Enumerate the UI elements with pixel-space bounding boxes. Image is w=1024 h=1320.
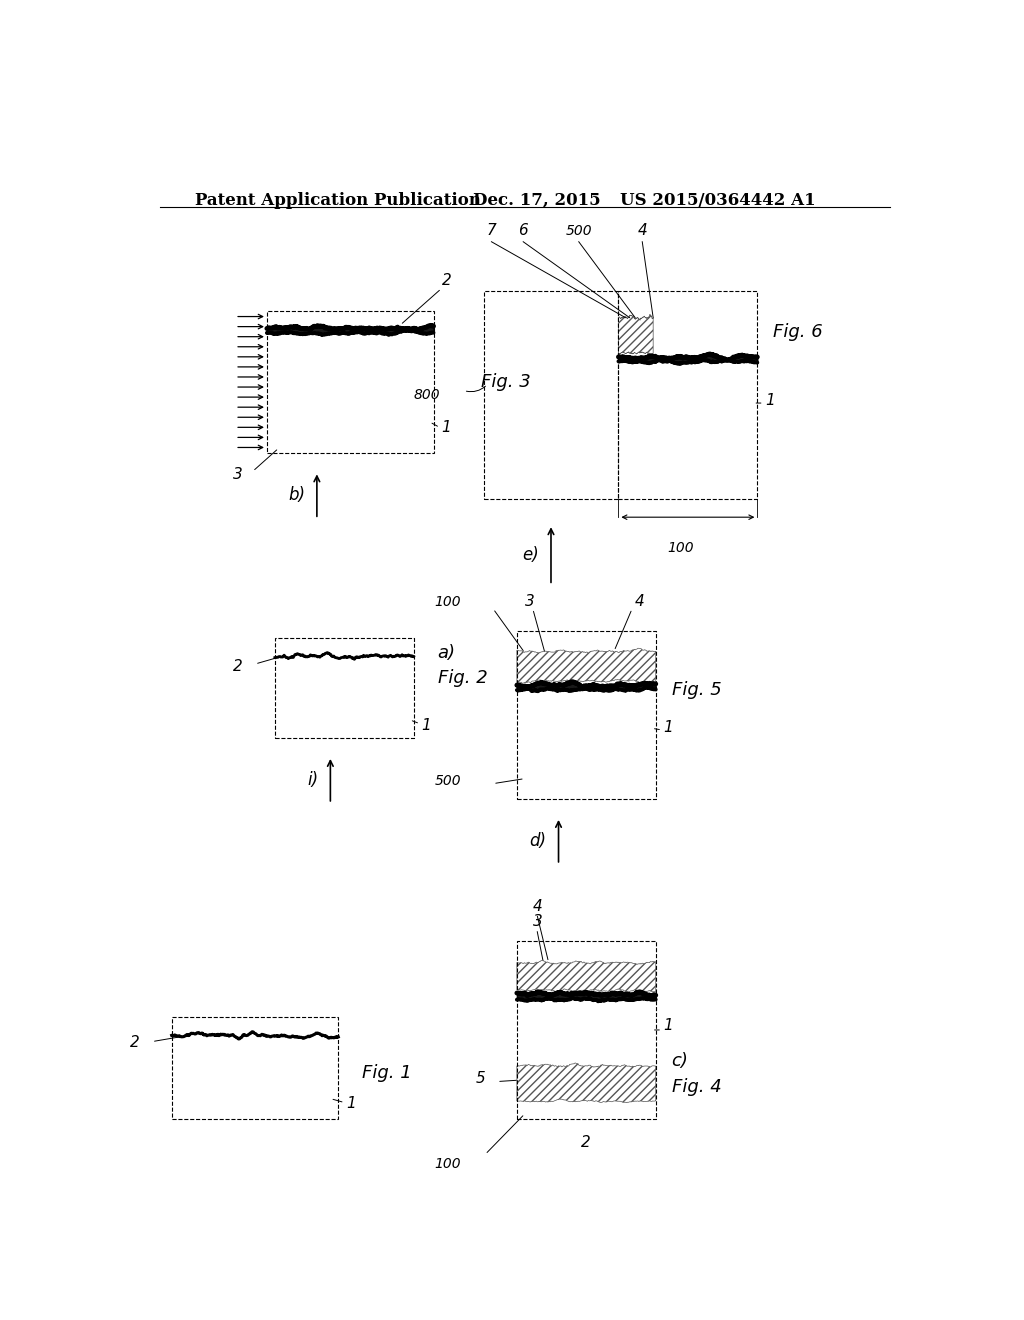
Polygon shape xyxy=(517,961,655,991)
Text: 500: 500 xyxy=(434,775,461,788)
Text: 7: 7 xyxy=(486,223,497,238)
Bar xyxy=(274,638,414,738)
Text: Fig. 4: Fig. 4 xyxy=(672,1078,721,1096)
Polygon shape xyxy=(618,314,653,354)
Bar xyxy=(483,290,618,499)
Bar xyxy=(172,1018,338,1119)
Text: c): c) xyxy=(672,1052,688,1069)
Text: Fig. 1: Fig. 1 xyxy=(362,1064,412,1082)
Text: US 2015/0364442 A1: US 2015/0364442 A1 xyxy=(620,191,816,209)
Text: Fig. 6: Fig. 6 xyxy=(773,323,823,341)
Text: Fig. 2: Fig. 2 xyxy=(437,669,487,686)
Text: 3: 3 xyxy=(532,913,543,929)
Text: 2: 2 xyxy=(441,273,452,289)
Text: 4: 4 xyxy=(532,899,543,913)
Text: 4: 4 xyxy=(637,223,647,238)
Bar xyxy=(267,312,433,453)
Text: 1: 1 xyxy=(765,393,775,408)
Text: 3: 3 xyxy=(233,466,243,482)
Text: 2: 2 xyxy=(582,1135,591,1150)
Text: e): e) xyxy=(522,545,539,564)
Text: 5: 5 xyxy=(475,1072,485,1086)
Text: Patent Application Publication: Patent Application Publication xyxy=(196,191,481,209)
Text: 2: 2 xyxy=(233,659,243,673)
Bar xyxy=(517,941,655,1119)
Text: a): a) xyxy=(437,644,456,663)
Text: 100: 100 xyxy=(434,1156,461,1171)
Text: 6: 6 xyxy=(518,223,528,238)
Text: 1: 1 xyxy=(346,1096,356,1111)
Text: b): b) xyxy=(288,486,305,504)
Text: 100: 100 xyxy=(434,594,461,609)
Text: 100: 100 xyxy=(668,541,694,554)
Text: 4: 4 xyxy=(635,594,645,609)
Text: Fig. 3: Fig. 3 xyxy=(481,374,530,391)
Text: 3: 3 xyxy=(524,594,535,609)
Text: Dec. 17, 2015: Dec. 17, 2015 xyxy=(473,191,601,209)
Text: 1: 1 xyxy=(422,718,431,734)
Bar xyxy=(618,290,758,499)
Text: d): d) xyxy=(529,832,547,850)
Text: 800: 800 xyxy=(414,388,440,401)
Text: 500: 500 xyxy=(565,223,592,238)
Polygon shape xyxy=(517,1063,655,1102)
Polygon shape xyxy=(517,648,655,684)
Bar xyxy=(517,631,655,799)
Text: 2: 2 xyxy=(130,1035,140,1051)
Text: Fig. 5: Fig. 5 xyxy=(672,681,721,698)
Text: 1: 1 xyxy=(441,420,452,434)
Text: i): i) xyxy=(307,771,318,789)
Text: 1: 1 xyxy=(664,719,674,735)
Text: 1: 1 xyxy=(664,1018,674,1034)
